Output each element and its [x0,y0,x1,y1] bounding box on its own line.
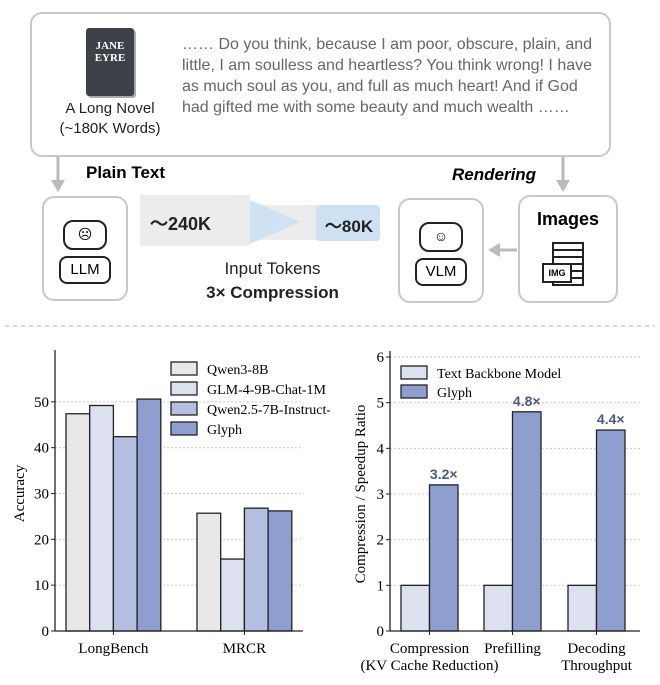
data-label: 4.8× [513,393,541,409]
images-label: Images [536,209,600,229]
book-caption-2: (~180K Words) [59,120,161,137]
y-tick-label: 4 [377,441,385,457]
y-tick-label: 3 [377,487,385,503]
y-axis-label: Compression / Speedup Ratio [353,405,369,584]
legend-label: Glyph [437,386,472,401]
legend-swatch [170,361,198,376]
bar [136,398,162,632]
y-tick-label: 10 [34,578,49,594]
legend-swatch [400,384,428,399]
legend-label: Qwen2.5-7B-Instruct-1M [207,403,330,418]
vlm-box: ☺ VLM [398,198,484,303]
diagram-arrows [5,157,655,327]
x-tick-label: Throughput [561,658,633,674]
x-tick-label: MRCR [223,641,266,657]
x-tick-label: LongBench [78,641,148,657]
book-caption-1: A Long Novel [65,100,155,117]
legend-swatch [170,381,198,396]
bar [65,413,91,632]
bar [112,436,138,632]
y-axis-label: Accuracy [12,464,28,522]
data-label: 3.2× [430,466,458,482]
book-icon: JANE EYRE [86,28,134,96]
bar [567,584,598,632]
bar [196,512,222,632]
data-label: 4.4× [597,411,625,427]
legend-label: Text Backbone Model [437,367,561,382]
bar [267,510,293,632]
llm-label: LLM [59,256,111,284]
y-tick-label: 5 [377,396,385,412]
legend-swatch [400,365,428,380]
y-tick-label: 1 [377,578,385,594]
speedup-chart: 0 1 2 3 4 5 6 3.2× Compression(KV Cache Reductio… [353,350,640,674]
tokens-before: ～240K [150,214,212,234]
y-tick-label: 40 [34,441,49,457]
book-title-line: JANE [95,40,125,52]
y-tick-label: 0 [42,624,50,640]
legend-label: Glyph [207,423,242,438]
bar [220,558,246,632]
x-tick-label: Compression [390,641,470,657]
tokens-after: ～80K [324,217,374,236]
input-tokens-label: Input Tokens [224,259,321,278]
bar [511,411,542,632]
y-tick-label: 2 [377,533,385,549]
accuracy-chart: 0 10 20 30 40 50 LongBench MRCR Accuracy Qwen3-8B… [12,350,330,657]
llm-box: ☹ LLM [42,196,128,301]
sad-robot-icon: ☹ [63,220,107,250]
x-tick-label: (KV Cache Reduction) [360,658,498,674]
legend-label: GLM-4-9B-Chat-1M [207,383,327,398]
bar [428,484,459,632]
x-tick-label: Decoding [567,641,626,657]
token-after-box [316,205,380,241]
bar [483,584,514,632]
legend-swatch [170,401,198,416]
x-tick-label: Prefilling [484,641,541,657]
y-tick-label: 20 [34,532,49,548]
y-tick-label: 0 [377,624,385,640]
bar [400,584,431,632]
plain-text-label: Plain Text [86,163,166,182]
y-tick-label: 50 [34,395,49,411]
rendering-label: Rendering [452,165,537,184]
bar [243,507,269,632]
legend-label: Qwen3-8B [207,363,268,378]
y-tick-label: 6 [377,350,385,366]
book-title-line: EYRE [94,52,126,64]
y-tick-label: 30 [34,487,49,503]
happy-robot-icon: ☺ [419,222,463,252]
images-box: Images IMG [518,195,618,303]
bar [595,429,626,632]
quote-text: …… Do you think, because I am poor, obsc… [182,36,593,116]
compression-label: 3× Compression [206,283,339,302]
vlm-label: VLM [415,258,467,286]
legend-swatch [170,421,198,436]
img-label: IMG [542,263,572,283]
bar [89,404,115,632]
